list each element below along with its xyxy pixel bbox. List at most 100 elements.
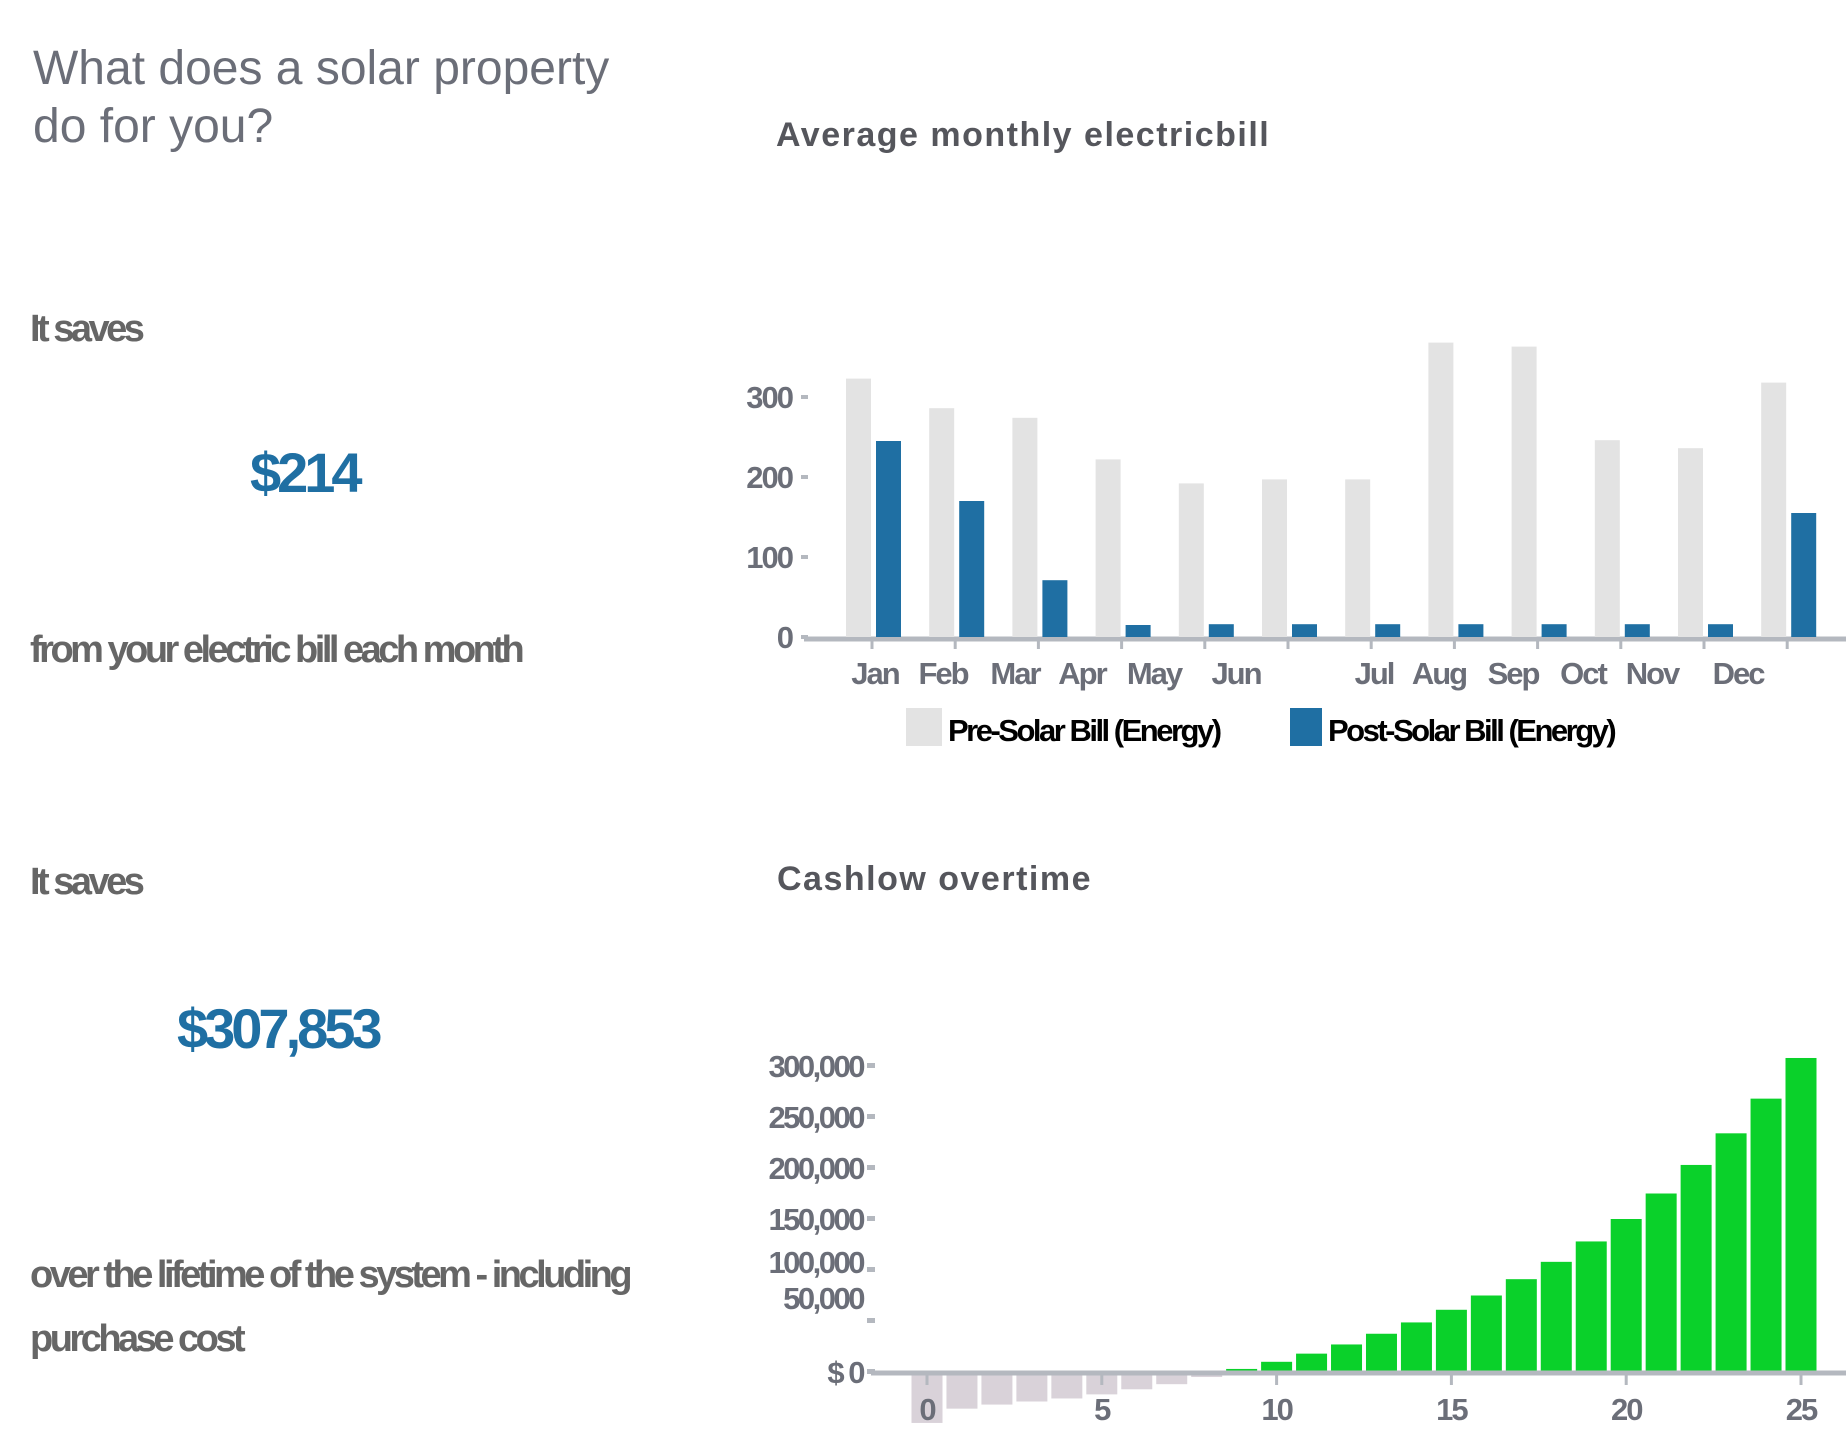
x-tick-label: Jul <box>1355 656 1394 691</box>
y-tick-label: 0 <box>777 620 793 655</box>
monthly-savings-prefix: It saves <box>30 308 145 350</box>
y-tick <box>867 1216 875 1221</box>
post-solar-bar <box>1458 624 1484 637</box>
legend-swatch-post <box>1290 708 1322 746</box>
positive-cashflow-bar <box>1505 1279 1537 1372</box>
y-tick <box>867 1267 875 1272</box>
x-tick <box>1203 640 1207 649</box>
y-tick-label: 300,000 <box>768 1049 864 1084</box>
positive-cashflow-bar <box>1750 1098 1782 1372</box>
post-solar-bar <box>1208 624 1234 637</box>
y-tick-label: 100 <box>746 540 792 575</box>
negative-cashflow-bar <box>1156 1375 1188 1385</box>
post-solar-bar <box>1708 624 1733 637</box>
y-tick-label: 150,000 <box>768 1202 864 1237</box>
monthly-savings-suffix: from your electric bill each month <box>30 629 525 671</box>
x-tick-label: 10 <box>1261 1392 1292 1427</box>
y-tick-label: 300 <box>746 380 792 415</box>
y-tick-label: 250,000 <box>768 1100 864 1135</box>
positive-cashflow-bar <box>1785 1057 1817 1372</box>
pre-solar-bar <box>1678 448 1703 637</box>
y-tick <box>867 1114 875 1119</box>
positive-cashflow-bar <box>1435 1309 1467 1372</box>
x-tick-label: Sep <box>1488 656 1540 691</box>
positive-cashflow-bar <box>1470 1295 1502 1372</box>
monthly-savings-amount: $214 <box>250 441 363 504</box>
x-tick <box>1536 640 1540 649</box>
positive-cashflow-bar <box>1680 1164 1712 1372</box>
x-tick <box>1785 640 1789 649</box>
x-tick-label: Apr <box>1058 656 1107 691</box>
positive-cashflow-bar <box>1575 1241 1607 1372</box>
legend-label-pre: Pre-Solar Bill (Energy) <box>948 713 1221 748</box>
cashflow-chart-title: Cashlow overtime <box>777 860 1092 898</box>
monthly-chart-title: Average monthly electricbill <box>776 116 1271 154</box>
negative-cashflow-bar <box>1121 1375 1153 1390</box>
x-tick-label: May <box>1127 656 1184 691</box>
negative-cashflow-bar <box>1016 1375 1048 1402</box>
y-tick-label: 200,000 <box>768 1151 864 1186</box>
pre-solar-bar <box>929 408 955 637</box>
x-tick <box>1036 640 1040 649</box>
x-tick <box>925 1375 929 1385</box>
x-tick-label: Dec <box>1713 656 1766 691</box>
y-tick <box>801 395 808 399</box>
monthly-bill-chart: 0 100 200 300 Jan Feb Mar Apr May Jun Jul Aug Sep Oct… <box>746 342 1846 748</box>
x-tick <box>1799 1375 1803 1385</box>
x-tick <box>1369 640 1373 649</box>
x-tick-label: 0 <box>919 1392 935 1427</box>
legend-swatch-pre <box>906 708 942 746</box>
positive-cashflow-bar <box>1296 1353 1328 1372</box>
positive-cashflow-bar <box>1226 1368 1258 1372</box>
y-tick <box>801 635 808 639</box>
post-solar-bar <box>1624 624 1650 637</box>
x-tick-label: Nov <box>1626 656 1681 691</box>
x-tick-label: Mar <box>990 656 1041 691</box>
x-tick-label: Jan <box>851 656 899 691</box>
y-tick-label: 100,000 <box>768 1245 864 1280</box>
x-tick-label: Jun <box>1211 656 1261 691</box>
y-tick <box>801 555 808 559</box>
positive-cashflow-bar <box>1610 1219 1642 1372</box>
post-solar-bar <box>1791 513 1817 637</box>
pre-solar-bar <box>846 378 871 637</box>
x-tick <box>1619 640 1623 649</box>
x-tick <box>1275 1375 1279 1385</box>
x-tick <box>1286 640 1290 649</box>
post-solar-bar <box>1292 624 1317 637</box>
y-tick <box>801 475 808 479</box>
pre-solar-bar <box>1761 382 1787 637</box>
negative-cashflow-bar <box>981 1375 1013 1405</box>
x-tick <box>1120 640 1124 649</box>
pre-solar-bar <box>1095 459 1121 637</box>
x-tick-label: 20 <box>1611 1392 1642 1427</box>
pre-solar-bar <box>1594 440 1620 637</box>
positive-cashflow-bar <box>1365 1333 1397 1372</box>
post-solar-bar <box>1042 580 1068 637</box>
lifetime-savings-amount: $307,853 <box>177 997 383 1060</box>
page-headline: What does a solar property do for you? <box>33 42 610 153</box>
pre-solar-bar <box>1511 346 1537 637</box>
positive-cashflow-bar <box>1400 1322 1432 1372</box>
negative-cashflow-bar <box>1051 1375 1083 1399</box>
lifetime-savings-prefix: It saves <box>30 861 145 903</box>
x-tick-label: 25 <box>1786 1392 1818 1427</box>
x-tick <box>870 640 874 649</box>
post-solar-bar <box>959 501 985 637</box>
positive-cashflow-bar <box>1540 1261 1572 1372</box>
positive-cashflow-bar <box>1261 1361 1293 1372</box>
y-tick-label: $ 0 <box>827 1355 864 1390</box>
x-tick <box>1100 1375 1104 1385</box>
post-solar-bar <box>1375 624 1401 637</box>
pre-solar-bar <box>1345 479 1371 637</box>
pre-solar-bar <box>1428 342 1454 637</box>
positive-cashflow-bar <box>1715 1133 1747 1372</box>
y-tick <box>867 1369 875 1374</box>
post-solar-bar <box>876 441 901 637</box>
y-tick <box>867 1318 875 1323</box>
x-tick-label: Oct <box>1560 656 1607 691</box>
pre-solar-bar <box>1012 417 1038 637</box>
x-tick-label: 5 <box>1094 1392 1111 1427</box>
negative-cashflow-bar <box>1191 1375 1223 1378</box>
